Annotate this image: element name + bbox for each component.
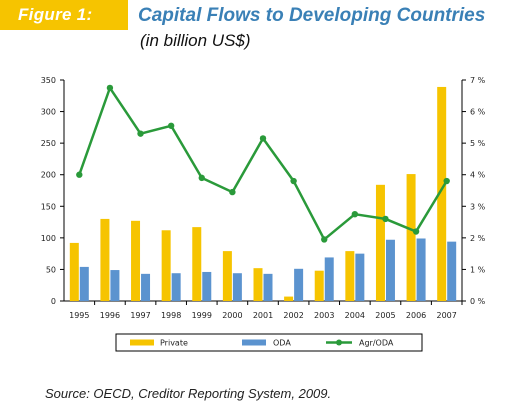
point-agr-oda [259,135,267,142]
bar-oda [294,268,304,301]
point-agr-oda [351,210,359,218]
bar-private [100,218,110,301]
y-tick-label: 100 [41,234,56,243]
legend-label-agr-oda: Agr/ODA [359,339,394,348]
bar-private [437,86,447,302]
y2-tick-label: 3 % [470,202,486,211]
bar-oda [171,273,181,301]
bar-private [375,184,385,301]
bar-oda [324,257,334,301]
point-agr-oda [137,130,144,137]
y-tick-label: 300 [41,108,56,117]
x-tick-label: 2003 [314,311,334,320]
bar-oda [355,253,365,301]
bar-oda [79,266,89,301]
x-tick-label: 2005 [375,311,395,320]
point-agr-oda [229,188,236,196]
x-tick-label: 2001 [253,311,273,320]
legend [115,333,423,352]
y-tick-label: 50 [46,265,56,274]
y2-tick-label: 5 % [470,139,486,148]
x-tick-label: 2000 [222,311,242,320]
bar-oda [232,273,242,301]
bar-private [314,270,324,301]
x-tick-label: 2006 [406,311,426,320]
legend-label-private: Private [160,339,188,348]
y2-tick-label: 1 % [470,265,486,274]
x-tick-label: 1998 [161,311,181,320]
x-tick-label: 2007 [437,311,457,320]
legend-swatch-oda [242,339,266,346]
bar-private [222,251,232,301]
y-tick-label: 250 [41,139,56,148]
bar-oda [263,273,273,301]
x-tick-label: 1995 [69,311,89,320]
legend-marker-agr-oda [336,339,342,346]
y-tick-label: 150 [41,202,56,211]
chart-subtitle: (in billion US$) [140,31,251,50]
y-tick-label: 0 [51,297,56,306]
y2-tick-label: 0 % [470,297,486,306]
y2-tick-label: 2 % [470,234,486,243]
bar-private [192,227,202,301]
y-tick-label: 350 [41,76,56,85]
figure-label: Figure 1: [18,5,93,24]
point-agr-oda [106,84,114,92]
chart: 0 50 100 150 200 250 300 350 0 % 1 % 2 % 3 % 4 % 5 % 6… [41,76,486,352]
bar-private [131,220,141,301]
source-note: Source: OECD, Creditor Reporting System,… [45,386,332,401]
bar-private [253,268,263,301]
x-tick-label: 1997 [130,311,150,320]
bar-oda [385,239,395,301]
chart-title: Capital Flows to Developing Countries [138,5,486,26]
bar-oda [416,238,426,301]
y2-tick-label: 7 % [470,76,486,85]
bar-oda [447,241,457,301]
point-agr-oda [443,177,450,185]
y2-tick-label: 6 % [470,108,486,117]
point-agr-oda [382,215,389,223]
point-agr-oda [198,174,205,182]
bar-private [406,174,416,301]
figure-badge: Figure 1: [0,0,128,30]
legend-label-oda: ODA [273,339,291,348]
x-tick-label: 1999 [192,311,212,320]
y-tick-label: 200 [41,171,56,180]
y2-tick-label: 4 % [470,171,486,180]
line-agr-oda [78,86,448,241]
bar-private [345,251,355,301]
bar-oda [110,270,120,301]
x-tick-label: 2004 [345,311,365,320]
point-agr-oda [76,171,83,178]
point-agr-oda [290,177,297,185]
bar-private [161,230,171,301]
x-tick-label: 2002 [283,311,303,320]
bar-private [284,296,294,301]
bar-oda [141,273,151,301]
legend-swatch-private [130,339,154,346]
point-agr-oda [412,228,420,235]
bar-oda [202,271,212,301]
bar-private [69,242,79,301]
point-agr-oda [321,236,328,243]
x-tick-label: 1996 [100,311,120,320]
point-agr-oda [167,122,175,129]
